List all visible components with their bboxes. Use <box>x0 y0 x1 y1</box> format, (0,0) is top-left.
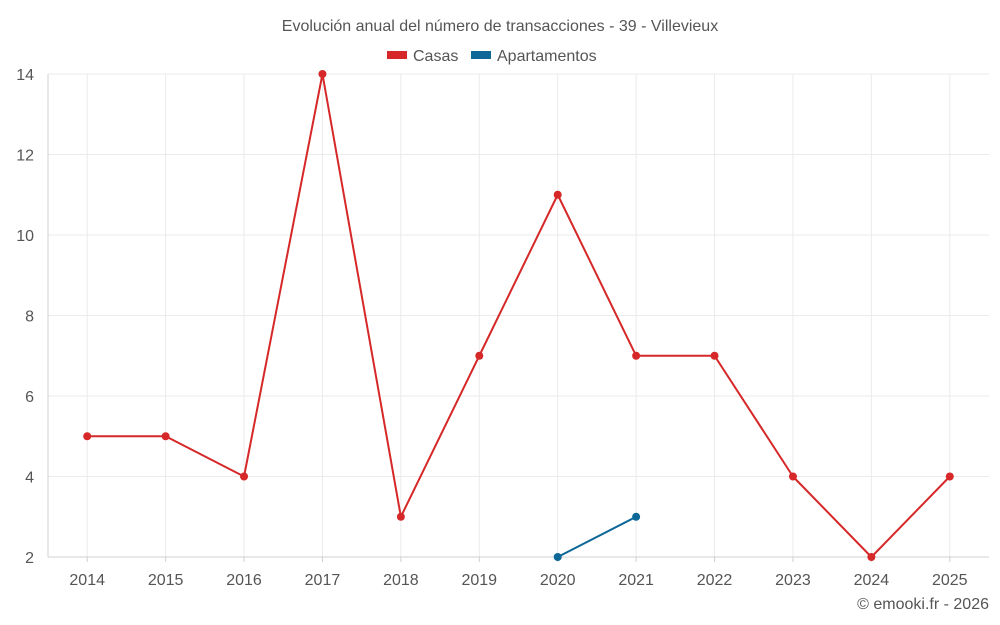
x-tick-label: 2018 <box>383 572 419 589</box>
y-tick-label: 12 <box>16 148 34 165</box>
x-tick-label: 2024 <box>854 572 890 589</box>
data-point-casas[interactable] <box>240 472 249 481</box>
y-tick-label: 8 <box>25 309 34 326</box>
data-point-casas[interactable] <box>945 472 954 481</box>
data-point-apartamentos[interactable] <box>553 553 562 561</box>
y-tick-label: 2 <box>25 550 34 567</box>
legend-swatch-casas <box>387 51 407 59</box>
legend: Casas Apartamentos <box>387 48 597 65</box>
y-tick-label: 6 <box>25 389 34 406</box>
data-point-casas[interactable] <box>83 432 92 441</box>
x-tick-label: 2019 <box>461 572 497 589</box>
series-line-casas <box>87 73 951 558</box>
x-tick-label: 2016 <box>226 572 262 589</box>
legend-label-casas: Casas <box>413 48 458 65</box>
data-point-apartamentos[interactable] <box>632 512 641 521</box>
chart-title: Evolución anual del número de transaccio… <box>282 18 718 35</box>
series-line-apartamentos <box>557 515 637 558</box>
x-tick-label: 2015 <box>148 572 184 589</box>
data-point-casas[interactable] <box>161 432 170 441</box>
x-tick-label: 2023 <box>775 572 811 589</box>
axes: 2 4 6 8 10 12 14 2014 2015 2016 2017 2018 2019 2020 20… <box>16 67 989 589</box>
legend-item-casas[interactable]: Casas <box>387 48 458 65</box>
data-point-casas[interactable] <box>475 351 484 360</box>
data-point-casas[interactable] <box>318 70 327 78</box>
legend-label-apartamentos: Apartamentos <box>497 48 597 65</box>
y-tick-label: 10 <box>16 228 34 245</box>
data-point-casas[interactable] <box>867 553 876 561</box>
series-casas <box>83 70 954 561</box>
data-point-casas[interactable] <box>632 351 641 360</box>
credit-text: © emooki.fr - 2026 <box>857 596 989 613</box>
data-point-casas[interactable] <box>396 512 405 521</box>
series-apartamentos <box>553 512 641 561</box>
x-tick-label: 2025 <box>932 572 968 589</box>
grid <box>48 73 989 558</box>
x-tick-label: 2022 <box>697 572 733 589</box>
x-tick-label: 2021 <box>618 572 654 589</box>
x-tick-label: 2014 <box>69 572 105 589</box>
series <box>83 70 954 561</box>
data-point-casas[interactable] <box>788 472 797 481</box>
x-tick-label: 2020 <box>540 572 576 589</box>
data-point-casas[interactable] <box>710 351 719 360</box>
legend-swatch-apartamentos <box>471 51 491 59</box>
legend-item-apartamentos[interactable]: Apartamentos <box>471 48 597 65</box>
data-point-casas[interactable] <box>553 190 562 199</box>
y-tick-label: 14 <box>16 67 34 84</box>
x-tick-label: 2017 <box>305 572 341 589</box>
y-tick-label: 4 <box>25 470 34 487</box>
